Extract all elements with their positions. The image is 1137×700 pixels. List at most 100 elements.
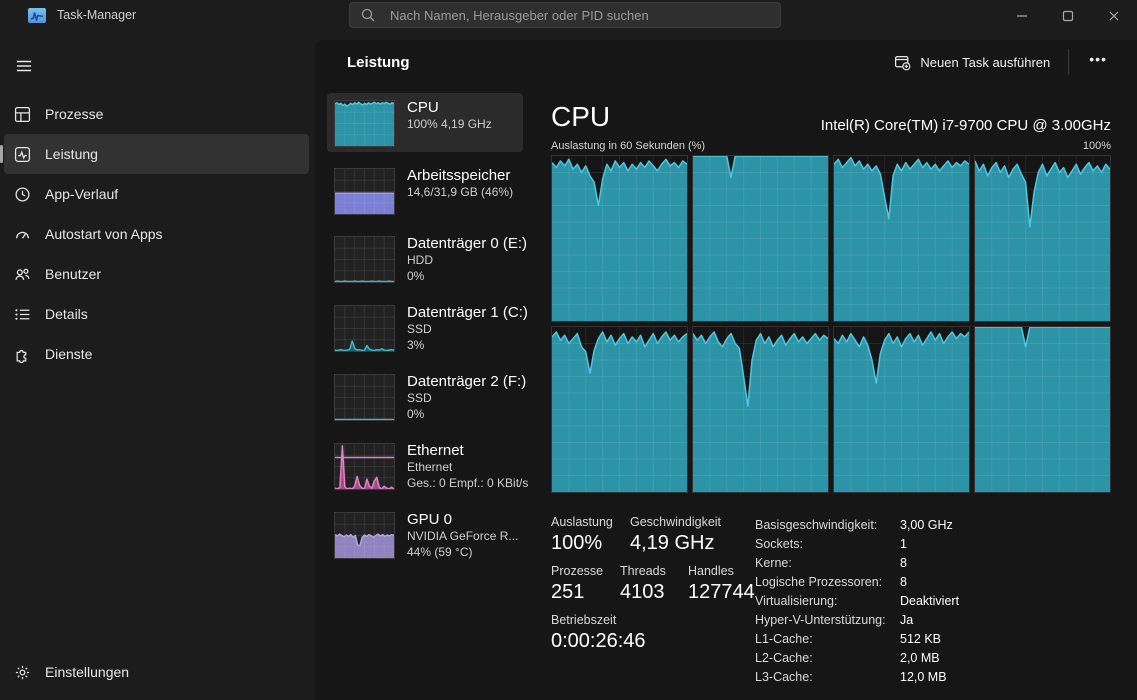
minimize-button[interactable]	[999, 0, 1045, 32]
main-panel: Leistung Neuen Task ausführen ••• CP	[315, 40, 1137, 700]
core-graph-3[interactable]	[833, 155, 970, 322]
sidebar-item-einstellungen[interactable]: Einstellungen	[4, 652, 309, 692]
cpu-spec-list: Basisgeschwindigkeit: 3,00 GHz Sockets: 1 …	[755, 518, 959, 684]
core-graph-8[interactable]	[974, 326, 1111, 493]
cpu-detail-panel: CPU Intel(R) Core(TM) i7-9700 CPU @ 3.00…	[551, 84, 1111, 684]
perf-item-sub: 100% 4,19 GHz	[407, 117, 492, 131]
disk1-mini-graph	[334, 305, 395, 352]
maximize-button[interactable]	[1045, 0, 1091, 32]
more-options-button[interactable]: •••	[1077, 47, 1119, 77]
sidebar-item-label: Benutzer	[45, 266, 102, 282]
perf-item-datentraeger0[interactable]: Datenträger 0 (E:) HDD 0%	[327, 229, 527, 289]
sidebar-item-benutzer[interactable]: Benutzer	[4, 254, 309, 294]
stat-threads: Threads 4103	[620, 564, 666, 603]
perf-item-ethernet[interactable]: Ethernet Ethernet Ges.: 0 Empf.: 0 KBit/…	[327, 436, 529, 496]
search-box[interactable]	[349, 2, 781, 28]
stat-geschwindigkeit: Geschwindigkeit 4,19 GHz	[630, 515, 722, 554]
cpu-model: Intel(R) Core(TM) i7-9700 CPU @ 3.00GHz	[820, 117, 1111, 134]
spec-label: L2-Cache:	[755, 651, 813, 665]
sidebar-item-prozesse[interactable]: Prozesse	[4, 94, 309, 134]
core-graph-7[interactable]	[833, 326, 970, 493]
perf-item-gpu0[interactable]: GPU 0 NVIDIA GeForce R... 44% (59 °C)	[327, 505, 523, 565]
sidebar-nav: Prozesse Leistung App-Verlauf Autostart …	[0, 94, 309, 374]
sidebar-item-label: Leistung	[45, 146, 98, 162]
window-controls	[999, 0, 1137, 32]
spec-value: 8	[900, 556, 907, 570]
startup-icon	[16, 231, 29, 239]
page-header: Leistung Neuen Task ausführen •••	[315, 40, 1137, 84]
perf-item-datentraeger1[interactable]: Datenträger 1 (C:) SSD 3%	[327, 298, 528, 358]
perf-item-sub: HDD	[407, 253, 433, 267]
perf-item-sub: SSD	[407, 322, 432, 336]
stat-handles: Handles 127744	[688, 564, 755, 603]
perf-item-cpu[interactable]: CPU 100% 4,19 GHz	[327, 93, 523, 152]
ellipsis-icon: •••	[1089, 51, 1107, 67]
perf-item-title: Datenträger 1 (C:)	[407, 304, 528, 321]
perf-item-sub: 3%	[407, 337, 425, 352]
sidebar-item-dienste[interactable]: Dienste	[4, 334, 309, 374]
graph-max-label: 100%	[1082, 140, 1111, 152]
perf-item-sub: 0%	[407, 406, 425, 421]
spec-value: 8	[900, 575, 907, 589]
core-graph-5[interactable]	[551, 326, 688, 493]
perf-item-arbeitsspeicher[interactable]: Arbeitsspeicher 14,6/31,9 GB (46%)	[327, 161, 523, 220]
core-graph-6[interactable]	[692, 326, 829, 493]
details-icon	[15, 308, 30, 320]
spec-value: 512 KB	[900, 632, 942, 646]
sidebar-item-autostart[interactable]: Autostart von Apps	[4, 214, 309, 254]
content-area: CPU 100% 4,19 GHz Arbeitsspeicher 14,6/3…	[315, 84, 1137, 684]
services-icon	[16, 349, 27, 363]
sidebar-item-details[interactable]: Details	[4, 294, 309, 334]
sidebar: Prozesse Leistung App-Verlauf Autostart …	[0, 32, 315, 700]
sidebar-item-label: Details	[45, 306, 88, 322]
sidebar-item-leistung[interactable]: Leistung	[0, 134, 309, 174]
app-title: Task-Manager	[57, 8, 137, 22]
menu-toggle-button[interactable]	[8, 50, 40, 82]
search-icon	[361, 8, 375, 22]
sidebar-item-label: Prozesse	[45, 106, 104, 122]
spec-label: L3-Cache:	[755, 670, 813, 684]
page-title: Leistung	[347, 53, 410, 71]
sidebar-item-app-verlauf[interactable]: App-Verlauf	[4, 174, 309, 214]
search-input[interactable]	[390, 7, 770, 23]
perf-item-sub: Ethernet	[407, 460, 453, 474]
spec-label: Logische Prozessoren:	[755, 575, 883, 589]
processes-icon	[14, 106, 31, 122]
perf-item-sub: NVIDIA GeForce R...	[407, 529, 519, 543]
core-graph-2[interactable]	[692, 155, 829, 322]
spec-label: Basisgeschwindigkeit:	[755, 518, 878, 532]
spec-label: Virtualisierung:	[755, 594, 838, 608]
perf-item-sub: SSD	[407, 391, 432, 405]
perf-item-sub: 44% (59 °C)	[407, 544, 473, 559]
spec-value: 3,00 GHz	[900, 518, 953, 532]
sidebar-item-label: Autostart von Apps	[45, 226, 163, 242]
perf-item-title: Arbeitsspeicher	[407, 167, 511, 184]
perf-item-sub: 0%	[407, 268, 425, 283]
spec-label: L1-Cache:	[755, 632, 813, 646]
spec-value: 2,0 MB	[900, 651, 940, 665]
perf-item-title: Datenträger 2 (F:)	[407, 373, 527, 390]
sidebar-item-label: Einstellungen	[45, 664, 130, 680]
users-icon	[15, 268, 30, 280]
graph-axis-label: Auslastung in 60 Sekunden (%)	[551, 140, 706, 152]
new-task-icon	[895, 55, 911, 70]
close-button[interactable]	[1091, 0, 1137, 32]
spec-value: Deaktiviert	[900, 594, 960, 608]
perf-item-title: GPU 0	[407, 511, 453, 528]
performance-icon	[14, 146, 31, 162]
perf-item-datentraeger2[interactable]: Datenträger 2 (F:) SSD 0%	[327, 367, 527, 427]
core-graph-4[interactable]	[974, 155, 1111, 322]
stat-betriebszeit: Betriebszeit 0:00:26:46	[551, 613, 646, 652]
perf-item-sub: Ges.: 0 Empf.: 0 KBit/s	[407, 475, 529, 490]
disk0-mini-graph	[334, 236, 395, 283]
run-new-task-button[interactable]: Neuen Task ausführen	[884, 48, 1060, 77]
perf-item-sub: 14,6/31,9 GB (46%)	[407, 185, 514, 199]
app-logo-icon	[28, 8, 46, 23]
stat-prozesse: Prozesse 251	[551, 564, 604, 603]
core-graph-1[interactable]	[551, 155, 688, 322]
spec-label: Kerne:	[755, 556, 792, 570]
header-divider	[1068, 49, 1070, 75]
titlebar[interactable]: Task-Manager	[0, 0, 1137, 32]
run-new-task-label: Neuen Task ausführen	[920, 54, 1051, 70]
